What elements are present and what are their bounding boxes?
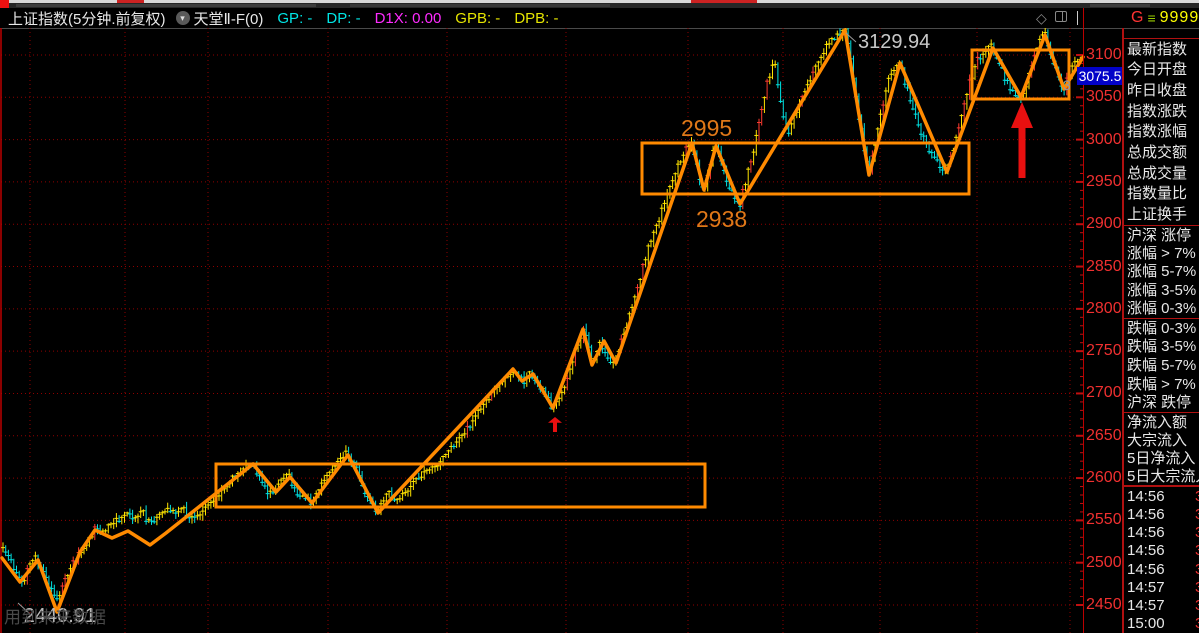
sidebar-item[interactable]: 跌幅 5-7% (1127, 356, 1197, 374)
g-label: G (1131, 9, 1144, 26)
sidebar-item[interactable]: 昨日收盘 (1127, 82, 1188, 100)
axis-price-label: 2950 (1086, 172, 1122, 190)
window-top-strip (0, 0, 1199, 9)
sidebar-group: 跌幅 0-3% 跌幅 3-5% 跌幅 5-7% 跌幅 > 7% 沪深 跌停 (1124, 318, 1199, 412)
sidebar-item[interactable]: 5日净流入 (1127, 449, 1196, 467)
time-row[interactable]: 14:573 (1124, 597, 1199, 614)
indicator-field-dpb: DPB: - (514, 9, 559, 27)
sidebar-time-list: 14:56314:56314:56314:56314:56314:57314:5… (1124, 486, 1199, 633)
indicator-name[interactable]: 天堂Ⅱ-F(0) (193, 10, 264, 28)
sidebar-item[interactable]: 5日大宗流入 (1127, 467, 1199, 485)
chart-annotation: 用到未来数据 (4, 608, 106, 627)
time-row[interactable]: 14:563 (1124, 488, 1199, 505)
sidebar-item[interactable]: 指数涨跌 (1127, 102, 1188, 120)
header-separator (1077, 11, 1078, 25)
clipped-value: 3 (1195, 579, 1199, 596)
time-row[interactable]: 14:563 (1124, 542, 1199, 559)
axis-price-label: 2800 (1086, 299, 1122, 317)
sidebar-item[interactable]: 跌幅 3-5% (1127, 338, 1197, 356)
axis-price-label: 2850 (1086, 257, 1122, 275)
sidebar-item[interactable]: 涨幅 3-5% (1127, 281, 1197, 299)
sidebar-group: 沪深 涨停 涨幅 > 7% 涨幅 5-7% 涨幅 3-5% 涨幅 0-3% (1124, 225, 1199, 318)
axis-price-label: 2900 (1086, 215, 1122, 233)
clipped-value: 3 (1195, 506, 1199, 523)
time-row[interactable]: 14:563 (1124, 524, 1199, 541)
sidebar-item[interactable]: 总成交额 (1127, 144, 1188, 162)
chart-header-bar: 上证指数(5分钟.前复权) ▾ 天堂Ⅱ-F(0) GP: - DP: - D1X… (0, 8, 1199, 29)
clipped-value: 3 (1195, 542, 1199, 559)
sidebar-item[interactable]: 净流入额 (1127, 413, 1188, 431)
chart-annotation: 2440.91 (24, 605, 96, 627)
clipped-value: 3 (1195, 561, 1199, 578)
price-axis: 3100 3050 3000 2950 2900 2850 2800 2750 2700 2650… (1086, 28, 1122, 633)
chart-annotation: 3129.94 (858, 31, 930, 53)
clipped-value: 3 (1195, 615, 1199, 632)
axis-price-label: 2650 (1086, 426, 1122, 444)
axis-price-label: 2500 (1086, 553, 1122, 571)
chart-annotation: 2938 (696, 206, 747, 232)
clipped-value: 3 (1195, 597, 1199, 614)
quote-counter: G ≡ 9999 (1131, 9, 1199, 27)
axis-price-label: 2450 (1086, 595, 1122, 613)
sidebar-item[interactable]: 涨幅 0-3% (1127, 300, 1197, 318)
sidebar-item[interactable]: 上证换手 (1127, 206, 1188, 224)
sidebar-item[interactable]: 跌幅 0-3% (1127, 319, 1197, 337)
indicator-field-d1x: D1X: 0.00 (374, 9, 442, 27)
sidebar-item[interactable]: 总成交量 (1127, 164, 1188, 182)
sidebar-item[interactable]: 沪深 跌停 (1127, 394, 1192, 412)
sidebar-item[interactable]: 涨幅 > 7% (1127, 245, 1196, 263)
clipped-value: 3 (1195, 488, 1199, 505)
sidebar-item[interactable]: 大宗流入 (1127, 431, 1188, 449)
chart-annotation: 2995 (681, 115, 732, 141)
sidebar-group: 最新指数今日开盘昨日收盘指数涨跌指数涨幅总成交额总成交量指数量比上证换手 (1124, 38, 1199, 225)
time-row[interactable]: 15:003 (1124, 615, 1199, 632)
quote-count: 9999 (1159, 9, 1199, 26)
axis-price-label: 3100 (1086, 46, 1122, 63)
sidebar-item[interactable]: 今日开盘 (1127, 61, 1188, 79)
clipped-value: 3 (1195, 524, 1199, 541)
time-row[interactable]: 14:573 (1124, 579, 1199, 596)
symbol-title: 上证指数(5分钟.前复权) (8, 10, 166, 28)
axis-price-label: 2600 (1086, 469, 1122, 487)
indicator-field-gp: GP: - (277, 9, 313, 27)
axis-price-label: 2700 (1086, 384, 1122, 402)
sidebar-group: 净流入额大宗流入5日净流入5日大宗流入 (1124, 412, 1199, 486)
indicator-field-dp: DP: - (326, 9, 361, 27)
sidebar-item[interactable]: 指数量比 (1127, 185, 1188, 203)
axis-price-label: 3050 (1086, 88, 1122, 106)
time-row[interactable]: 14:563 (1124, 561, 1199, 578)
red-text-fragment (117, 0, 144, 3)
sidebar-item[interactable]: 沪深 涨停 (1127, 226, 1192, 244)
axis-price-label: 3000 (1086, 130, 1122, 148)
diamond-icon[interactable]: ◇ (1036, 10, 1047, 26)
sidebar-item[interactable]: 涨幅 5-7% (1127, 263, 1197, 281)
axis-price-label: 2750 (1086, 342, 1122, 360)
chevron-down-circle-icon[interactable]: ▾ (175, 11, 190, 25)
sidebar-item[interactable]: 最新指数 (1127, 40, 1188, 58)
quote-sidebar: 最新指数 今日开盘 昨日收盘 指数涨跌 指数涨幅 总成交额 总成交量 指数量比 上证换手 沪深 涨… (1122, 28, 1199, 633)
app-logo-fragment (0, 0, 9, 9)
chart-annotation: 3 (1063, 77, 1071, 93)
red-text-fragment (691, 0, 757, 3)
indicator-field-gpb: GPB: - (455, 9, 501, 27)
signal-bars-icon: ≡ (1147, 10, 1156, 26)
sidebar-item[interactable]: 指数涨幅 (1127, 123, 1188, 141)
sidebar-item[interactable]: 跌幅 > 7% (1127, 375, 1196, 393)
time-row[interactable]: 14:563 (1124, 506, 1199, 523)
chart-right-border (1083, 8, 1084, 633)
axis-price-label: 2550 (1086, 511, 1122, 529)
split-window-icon[interactable] (1055, 11, 1067, 22)
last-price-badge: 3075.5 (1077, 67, 1123, 85)
